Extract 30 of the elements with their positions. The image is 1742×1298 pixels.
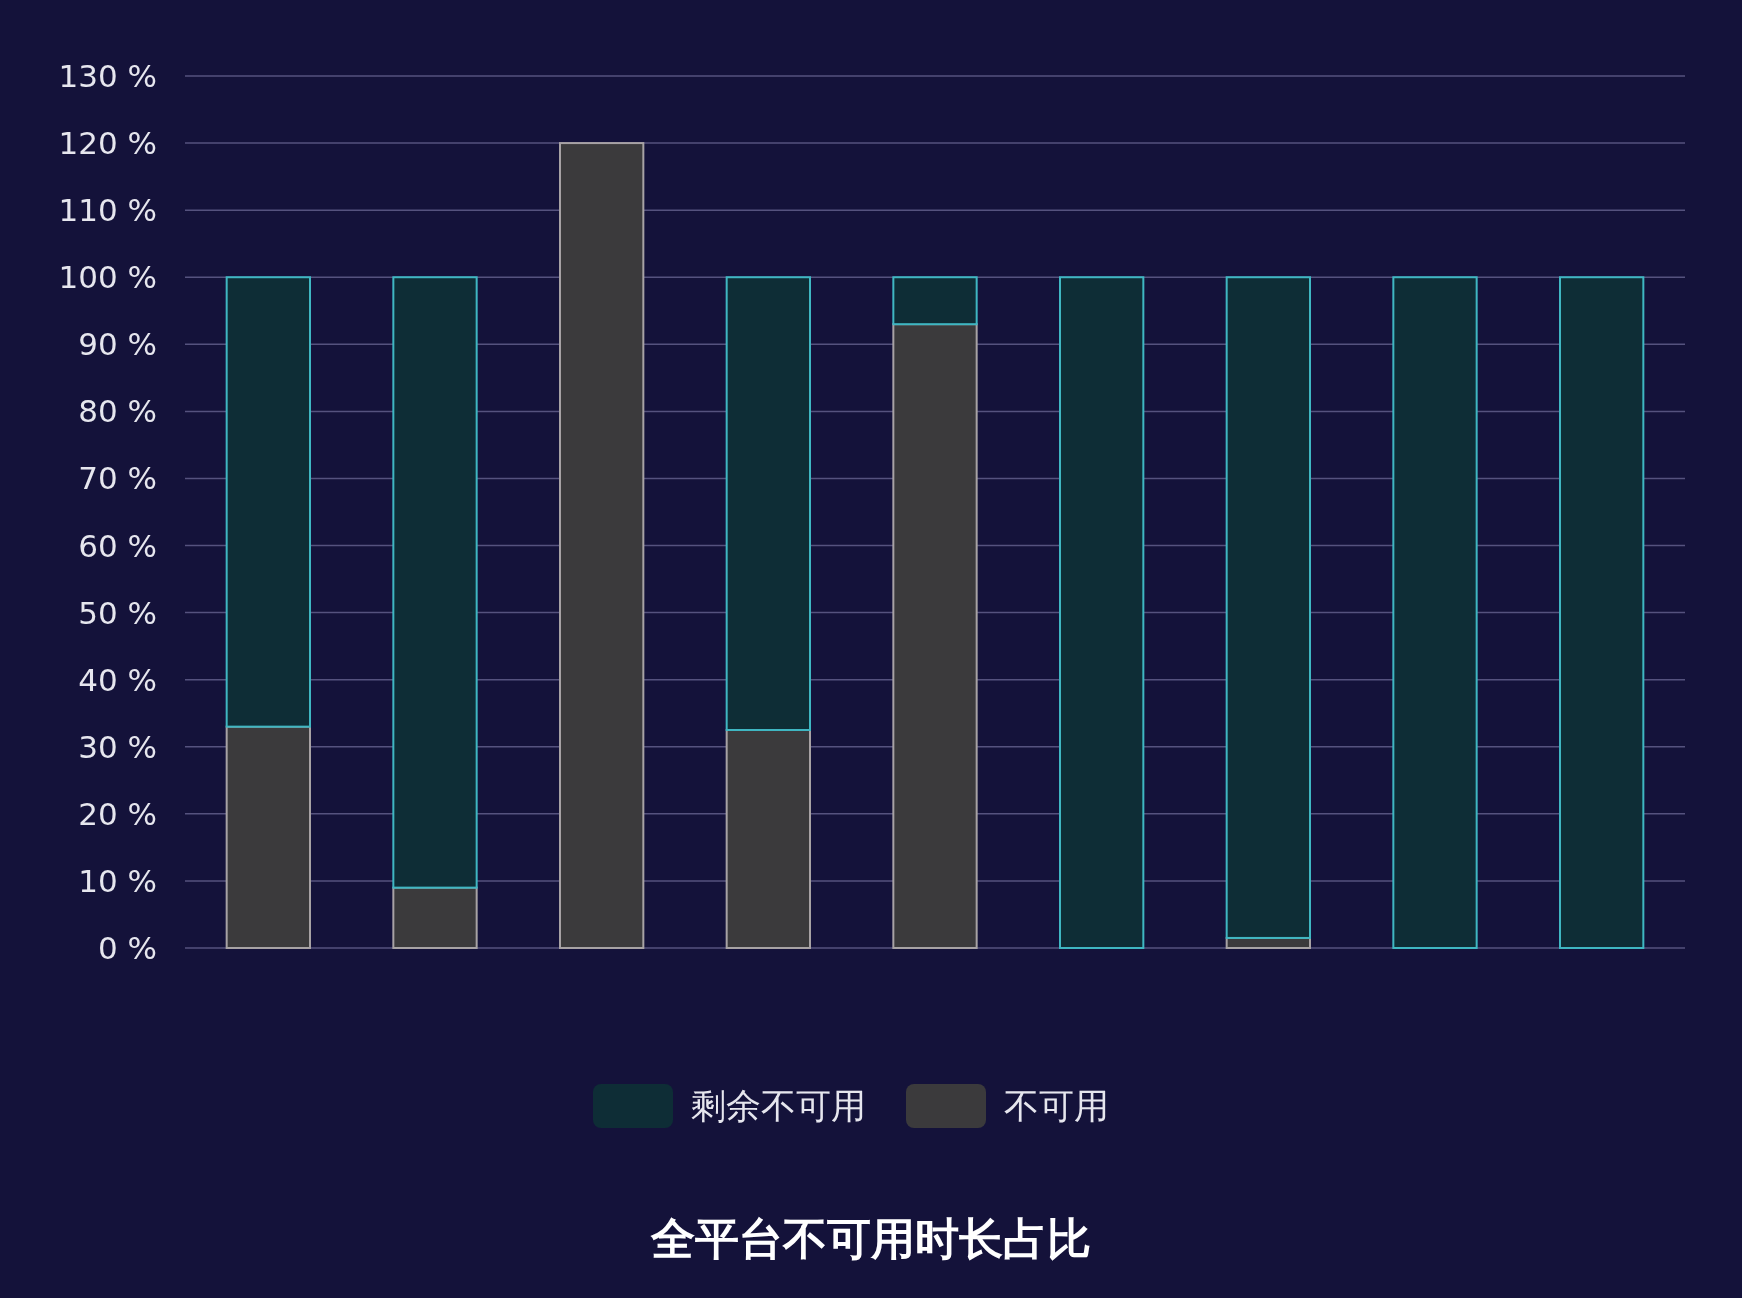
y-tick-label: 80 %	[78, 393, 157, 430]
bar	[225, 725, 311, 949]
y-tick-label: 0 %	[97, 930, 157, 966]
bar	[725, 276, 811, 731]
y-tick-label: 90 %	[78, 326, 157, 363]
y-tick-label: 20 %	[78, 795, 157, 832]
bar	[392, 276, 478, 889]
bar	[559, 142, 645, 949]
legend-label: 不可用	[1004, 1086, 1109, 1126]
bar	[892, 323, 978, 949]
bar	[392, 886, 478, 949]
bar	[892, 276, 978, 326]
y-tick-label: 100 %	[58, 259, 157, 296]
legend-label: 剩余不可用	[691, 1086, 866, 1126]
y-tick-label: 110 %	[58, 192, 157, 229]
y-tick-label: 130 %	[58, 58, 157, 94]
bar	[1059, 276, 1145, 949]
bar	[1225, 276, 1311, 939]
text: 全平台不可用时长占比	[650, 1213, 1091, 1264]
bar	[1559, 276, 1645, 949]
bar	[225, 276, 311, 728]
y-tick-label: 60 %	[78, 527, 157, 564]
y-tick-label: 10 %	[78, 862, 157, 899]
y-tick-label: 120 %	[58, 125, 157, 162]
y-tick-label: 50 %	[78, 594, 157, 631]
y-tick-label: 70 %	[78, 460, 157, 497]
y-tick-label: 30 %	[78, 728, 157, 765]
bar	[725, 729, 811, 949]
bar	[1392, 276, 1478, 949]
y-tick-label: 40 %	[78, 661, 157, 698]
